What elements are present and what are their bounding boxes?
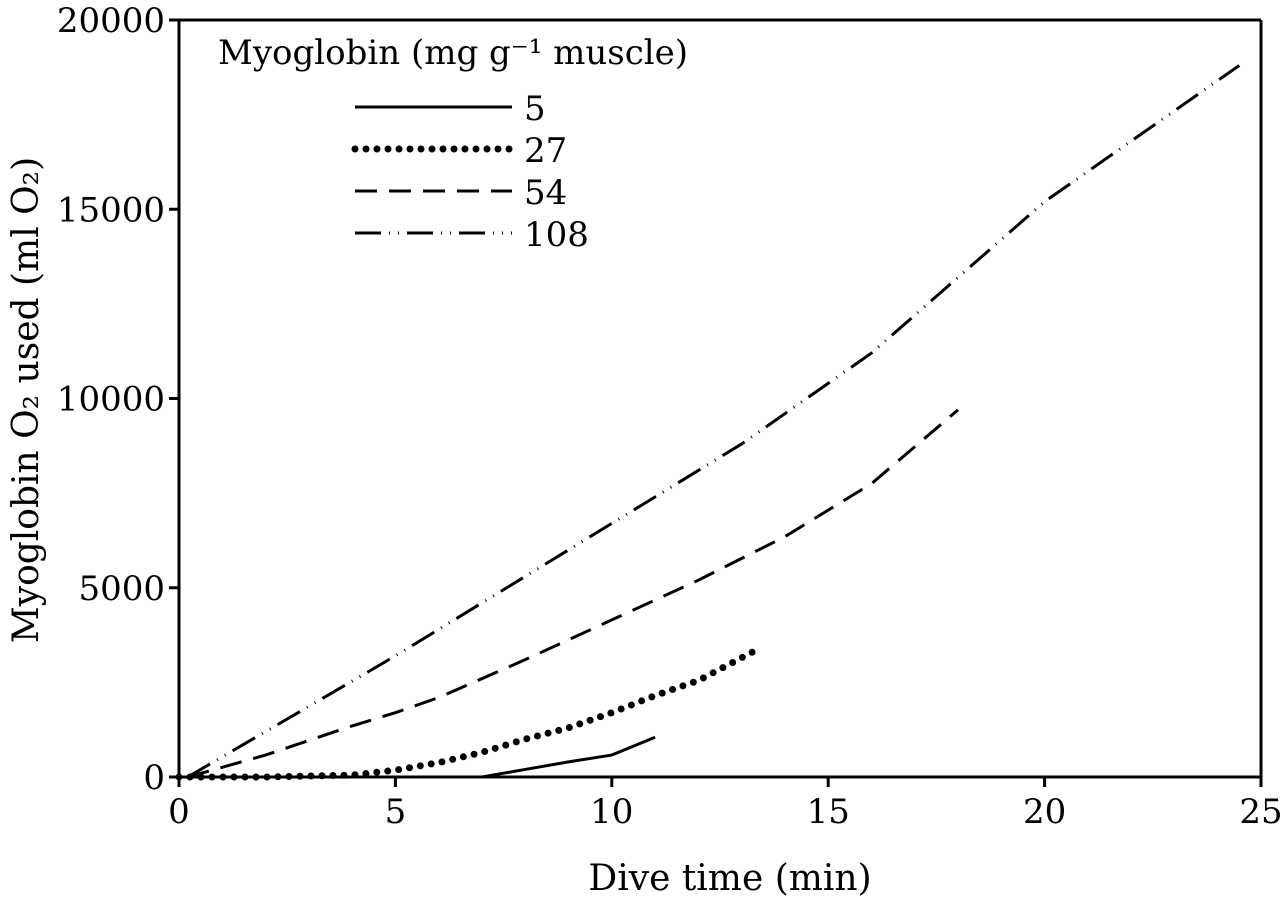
x-tick-label: 20 xyxy=(1023,792,1066,832)
x-tick-label: 10 xyxy=(590,792,633,832)
series-line-108 xyxy=(186,64,1241,779)
y-tick-label: 5000 xyxy=(78,569,165,609)
x-tick-label: 15 xyxy=(807,792,850,832)
y-tick-label: 15000 xyxy=(57,190,165,230)
x-axis-label: Dive time (min) xyxy=(588,858,871,899)
series-lines xyxy=(175,64,1241,781)
series-line-54 xyxy=(187,408,960,779)
y-tick-label: 20000 xyxy=(57,1,165,41)
x-tick-label: 5 xyxy=(385,792,407,832)
legend-label: 27 xyxy=(524,131,567,171)
y-tick-label: 0 xyxy=(143,758,165,798)
legend-title: Myoglobin (mg g⁻¹ muscle) xyxy=(218,33,688,73)
x-tick-label: 25 xyxy=(1239,792,1280,832)
axes xyxy=(177,18,1263,779)
legend-label: 108 xyxy=(524,215,589,255)
ticks: 0 5 10 15 20 25 0 5000 10000 15000 20000 xyxy=(57,1,1280,832)
x-tick-label: 0 xyxy=(168,792,190,832)
series-line-5 xyxy=(481,735,656,779)
legend-label: 54 xyxy=(524,173,567,213)
y-axis-label: Myoglobin O₂ used (ml O₂) xyxy=(6,157,47,643)
legend-label: 5 xyxy=(524,89,546,129)
series-line-27 xyxy=(175,647,759,781)
y-tick-label: 10000 xyxy=(57,380,165,420)
